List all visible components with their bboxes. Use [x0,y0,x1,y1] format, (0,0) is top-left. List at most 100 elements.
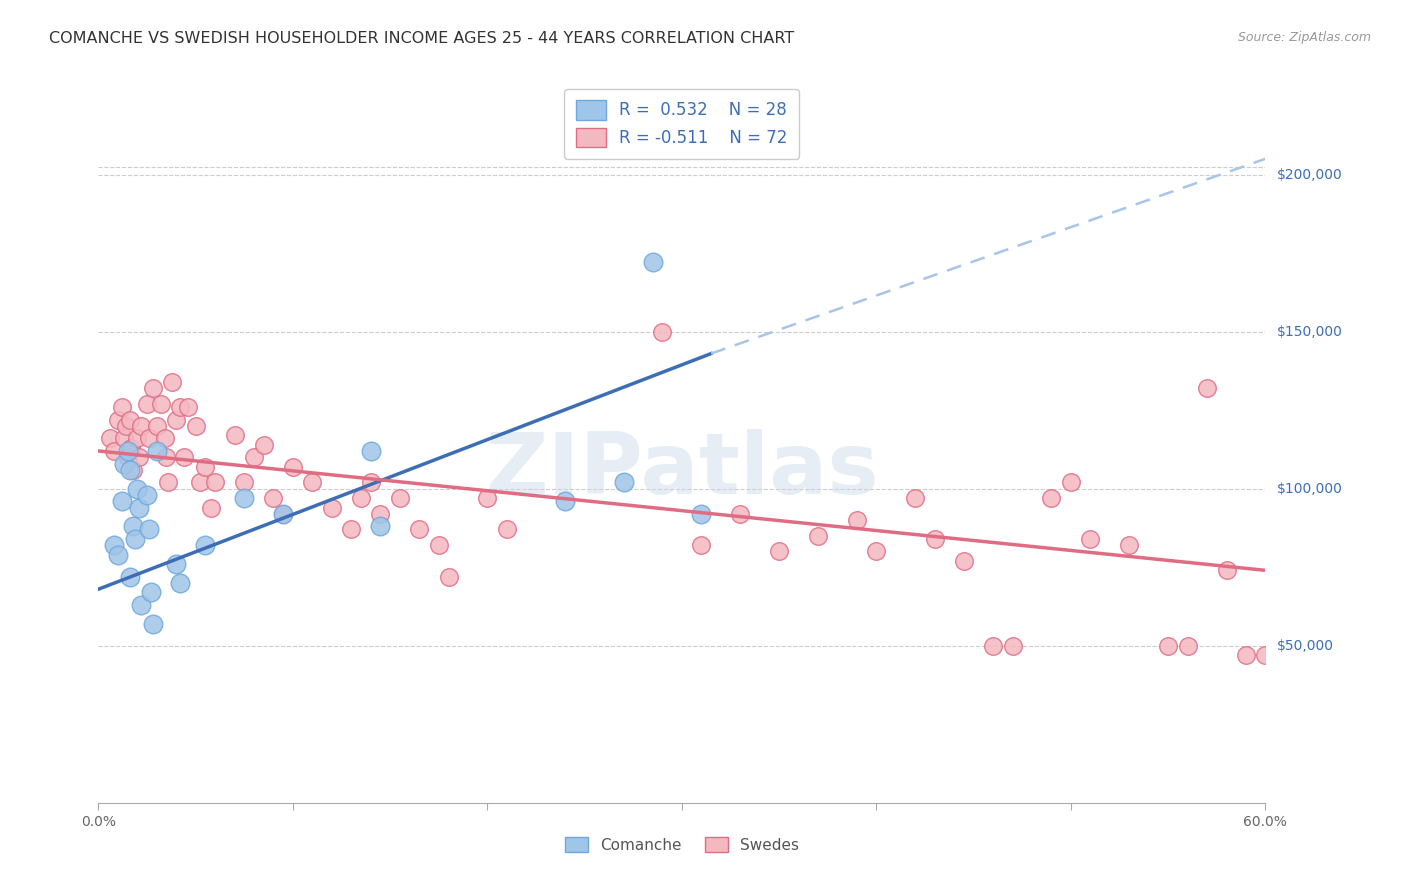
Point [128,450,150,465]
Legend: Comanche, Swedes: Comanche, Swedes [557,829,807,860]
Point [111,400,134,414]
Point [165,557,187,571]
Text: Source: ZipAtlas.com: Source: ZipAtlas.com [1237,31,1371,45]
Text: $50,000: $50,000 [1277,639,1333,653]
Point [437,569,460,583]
Point [121,441,143,455]
Text: $150,000: $150,000 [1277,325,1343,339]
Point [138,431,160,445]
Point [953,554,976,568]
Point [690,538,713,552]
Point [111,494,134,508]
Point [146,444,169,458]
Point [1040,491,1063,505]
Point [162,375,184,389]
Point [281,459,304,474]
Point [1060,475,1083,490]
Point [408,523,430,537]
Point [360,475,382,490]
Point [1195,381,1218,395]
Point [271,507,294,521]
Point [122,519,145,533]
Point [904,491,927,505]
Point [690,507,713,521]
Text: COMANCHE VS SWEDISH HOUSEHOLDER INCOME AGES 25 - 44 YEARS CORRELATION CHART: COMANCHE VS SWEDISH HOUSEHOLDER INCOME A… [49,31,794,46]
Point [613,475,636,490]
Point [107,412,129,426]
Point [184,418,207,433]
Point [118,569,141,583]
Point [1001,639,1024,653]
Point [127,431,149,445]
Point [301,475,323,490]
Point [107,548,129,562]
Point [139,585,162,599]
Point [149,397,172,411]
Point [136,488,159,502]
Point [768,544,790,558]
Point [496,523,519,537]
Point [807,529,830,543]
Point [142,616,165,631]
Point [142,381,165,395]
Point [177,400,200,414]
Point [1080,532,1102,546]
Point [641,255,664,269]
Point [157,475,180,490]
Point [1234,648,1257,662]
Point [194,538,217,552]
Text: $100,000: $100,000 [1277,482,1343,496]
Point [118,463,141,477]
Point [1157,639,1180,653]
Point [169,575,191,590]
Point [262,491,284,505]
Point [129,598,152,612]
Point [169,400,191,414]
Point [924,532,946,546]
Point [188,475,211,490]
Point [651,325,673,339]
Point [233,491,256,505]
Point [124,532,146,546]
Point [155,450,177,465]
Point [117,444,139,458]
Point [350,491,373,505]
Point [360,444,382,458]
Point [122,463,145,477]
Point [165,412,187,426]
Point [1254,648,1277,662]
Point [981,639,1004,653]
Point [340,523,363,537]
Point [129,418,152,433]
Point [730,507,752,521]
Point [146,418,169,433]
Point [118,412,141,426]
Point [865,544,887,558]
Point [388,491,411,505]
Point [128,500,150,515]
Point [200,500,222,515]
Point [370,519,392,533]
Point [112,431,135,445]
Point [253,438,276,452]
Point [127,482,149,496]
Point [103,444,125,458]
Point [98,431,121,445]
Point [321,500,343,515]
Point [1177,639,1199,653]
Point [271,507,294,521]
Point [846,513,869,527]
Point [173,450,195,465]
Point [136,397,159,411]
Point [138,523,160,537]
Point [117,450,139,465]
Point [1215,563,1237,577]
Text: ZIPatlas: ZIPatlas [485,429,879,512]
Point [477,491,499,505]
Text: $200,000: $200,000 [1277,168,1343,181]
Point [114,418,136,433]
Point [243,450,266,465]
Point [233,475,256,490]
Point [153,431,176,445]
Point [1118,538,1140,552]
